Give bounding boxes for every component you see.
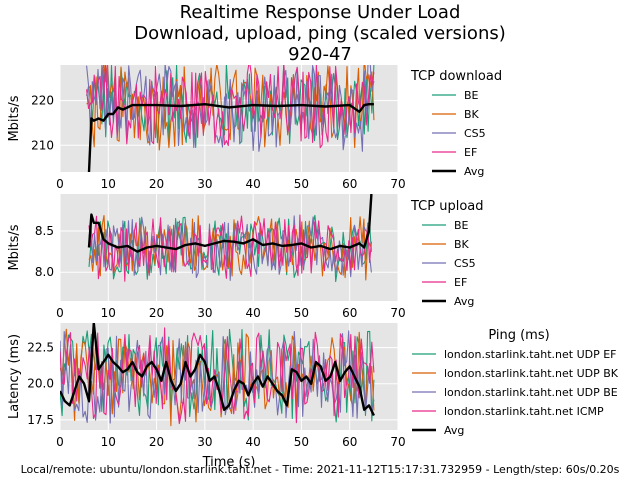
panel-2: 0 10 20 30 40 50 60 70 8.0 8.5 Mbits/s TCP upload BE… — [7, 194, 484, 320]
legend-entry: BK — [464, 108, 480, 121]
x-tick-label: 20 — [149, 306, 164, 320]
series-line-cs5 — [88, 215, 372, 281]
x-tick-label: 10 — [101, 306, 116, 320]
x-tick-label: 20 — [149, 435, 164, 449]
legend-title: Ping (ms) — [488, 328, 549, 343]
x-tick-label: 70 — [390, 306, 405, 320]
x-tick-label: 0 — [56, 435, 64, 449]
legend-title: TCP upload — [410, 199, 484, 214]
x-tick-label: 70 — [390, 435, 405, 449]
y-tick-label: 20.0 — [27, 377, 54, 391]
footer-info: Local/remote: ubuntu/london.starlink.tah… — [20, 463, 620, 476]
series-line-bk — [86, 65, 375, 151]
panel-3: 0 10 20 30 40 50 60 70 17.5 20.0 22.5 Latency (ms) P… — [7, 323, 619, 449]
legend-entry: london.starlink.taht.net UDP BE — [444, 386, 618, 399]
legend-entry: BE — [454, 219, 469, 232]
x-tick-label: 40 — [246, 435, 261, 449]
y-tick-label: 8.0 — [35, 265, 54, 279]
title-line-1: Realtime Response Under Load — [179, 2, 461, 23]
panel-1: 0 10 20 30 40 50 60 70 210 220 Mbits/s TCP download… — [7, 65, 502, 191]
x-tick-label: 40 — [246, 306, 261, 320]
legend-entry: Avg — [454, 295, 474, 308]
x-tick-label: 30 — [197, 306, 212, 320]
series-line-london-starlink-taht-net-icmp — [60, 327, 375, 425]
x-tick-label: 10 — [101, 435, 116, 449]
chart-title: Realtime Response Under Load Download, u… — [0, 2, 640, 65]
legend-entry: Avg — [464, 165, 484, 178]
series-line-bk — [88, 214, 372, 281]
y-axis-label: Mbits/s — [7, 95, 22, 141]
title-line-3: 920-47 — [288, 44, 352, 65]
legend-entry: london.starlink.taht.net UDP BK — [444, 367, 619, 380]
x-tick-label: 70 — [390, 177, 405, 191]
y-axis-label: Mbits/s — [7, 224, 22, 270]
legend-entry: london.starlink.taht.net ICMP — [444, 405, 604, 418]
y-tick-label: 220 — [31, 94, 54, 108]
x-tick-label: 10 — [101, 177, 116, 191]
legend-entry: london.starlink.taht.net UDP EF — [444, 348, 617, 361]
x-axis-label: Time (s) — [202, 455, 256, 470]
legend-entry: BK — [454, 238, 470, 251]
y-tick-label: 210 — [31, 138, 54, 152]
x-tick-label: 50 — [294, 306, 309, 320]
legend-entry: EF — [464, 146, 477, 159]
y-tick-label: 17.5 — [27, 413, 54, 427]
series-line-avg — [87, 194, 373, 253]
x-tick-label: 60 — [342, 306, 357, 320]
series-line-london-starlink-taht-net-udp-bk — [60, 328, 375, 427]
x-tick-label: 50 — [294, 177, 309, 191]
title-line-2: Download, upload, ping (scaled versions) — [134, 23, 506, 44]
legend-entry: CS5 — [454, 257, 476, 270]
series-line-ef — [86, 65, 375, 149]
x-tick-label: 50 — [294, 435, 309, 449]
series-line-avg — [87, 102, 374, 172]
legend-entry: BE — [464, 89, 479, 102]
x-tick-label: 60 — [342, 435, 357, 449]
y-tick-label: 8.5 — [35, 224, 54, 238]
legend-entry: CS5 — [464, 127, 486, 140]
x-tick-label: 0 — [56, 177, 64, 191]
legend-entry: Avg — [444, 424, 464, 437]
y-axis-label: Latency (ms) — [7, 334, 22, 419]
series-line-ef — [88, 214, 372, 282]
x-tick-label: 30 — [197, 177, 212, 191]
x-tick-label: 40 — [246, 177, 261, 191]
legend-entry: EF — [454, 276, 467, 289]
legend-title: TCP download — [410, 69, 502, 84]
x-tick-label: 0 — [56, 306, 64, 320]
series-line-cs5 — [86, 65, 375, 152]
y-tick-label: 22.5 — [27, 341, 54, 355]
x-tick-label: 30 — [197, 435, 212, 449]
x-tick-label: 60 — [342, 177, 357, 191]
x-tick-label: 20 — [149, 177, 164, 191]
series-line-avg — [60, 323, 375, 417]
